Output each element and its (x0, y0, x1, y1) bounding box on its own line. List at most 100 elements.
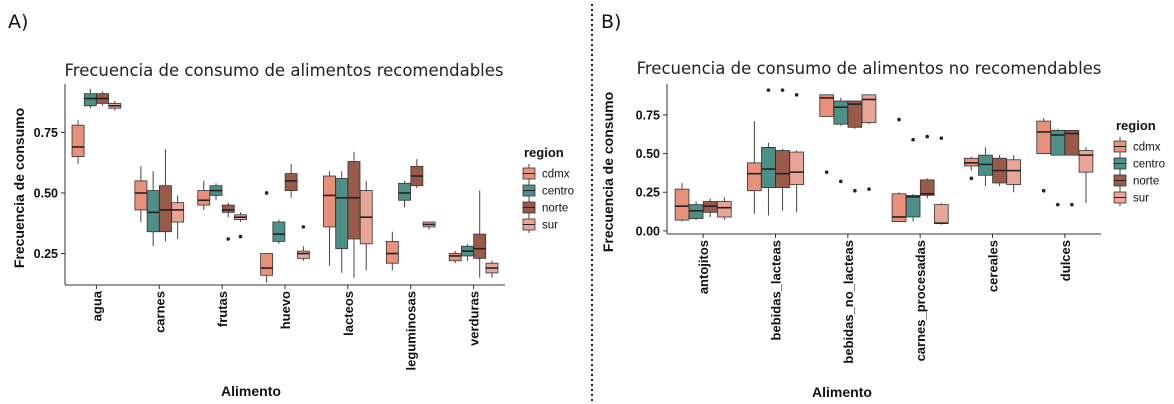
outlier-point (301, 225, 306, 229)
legend-label: sur (1133, 193, 1149, 205)
legend-title-b: region (1116, 118, 1156, 133)
x-tick-label: huevo (278, 291, 293, 329)
box-iqr (717, 201, 732, 218)
panel-label-b: B) (601, 11, 621, 33)
box-sur-carnes (171, 195, 185, 239)
box-sur-huevo (296, 225, 310, 261)
box-sur-antojitos (717, 196, 732, 221)
chart-panel-b: Frecuencia de consumo de alimentos no re… (600, 59, 1165, 400)
outlier-point (766, 88, 771, 92)
box-iqr (296, 250, 310, 259)
outlier-point (911, 137, 915, 142)
box-iqr (171, 202, 185, 223)
box-norte-carnes (159, 149, 172, 242)
y-tick-label: 0.50 (34, 186, 58, 200)
box-iqr (347, 161, 361, 240)
x-tick-label: agua (89, 290, 104, 321)
box-norte-verduras (473, 190, 487, 278)
box-centro-dulces (1050, 128, 1066, 207)
box-sur-frutas (234, 212, 247, 239)
outlier-point (1041, 188, 1046, 193)
legend-item-cdmx: cdmx (1113, 137, 1161, 155)
box-centro-carnes (146, 171, 160, 247)
box-centro-huevo (272, 219, 286, 244)
chart-title-a: Frecuencia de consumo de alimentos recom… (64, 61, 503, 80)
outlier-point (226, 237, 231, 241)
outlier-point (264, 191, 269, 195)
box-centro-verduras (461, 243, 474, 261)
box-iqr (159, 185, 172, 233)
box-iqr (323, 175, 336, 228)
x-ticks-a: agua carnes frutas huevo lacteos leguminosas v… (89, 285, 482, 370)
box-norte-bebidas_no_lacteas (847, 100, 863, 193)
x-tick-label: bebidas_lacteas (769, 240, 784, 340)
boxes-a (71, 88, 499, 283)
box-cdmx-carnes_procesadas (891, 117, 907, 223)
box-sur-leguminosas (422, 221, 436, 230)
box-iqr (134, 180, 148, 211)
x-axis-label-a: Alimento (221, 383, 281, 399)
legend-items-a: cdmx centro norte sur (522, 164, 574, 233)
box-cdmx-leguminosas (385, 231, 399, 271)
legend-label: centro (542, 186, 574, 198)
outlier-point (824, 170, 829, 174)
legend-label: cdmx (1133, 142, 1161, 154)
box-centro-leguminosas (398, 180, 411, 208)
box-cdmx-antojitos (674, 182, 690, 222)
box-cdmx-agua (71, 120, 85, 164)
box-iqr (197, 190, 211, 206)
outlier-point (867, 187, 871, 191)
box-cdmx-bebidas_lacteas (747, 121, 762, 214)
box-centro-lacteos (335, 171, 349, 273)
box-cdmx-carnes (134, 166, 148, 223)
box-iqr (398, 182, 411, 201)
legend-label: cdmx (542, 169, 570, 181)
x-axis-label-b: Alimento (812, 384, 872, 400)
box-iqr (335, 178, 349, 250)
box-iqr (934, 204, 949, 224)
outlier-point (1070, 202, 1074, 207)
box-iqr (284, 173, 298, 191)
legend-item-centro: centro (522, 181, 574, 199)
box-norte-huevo (284, 163, 298, 198)
x-tick-label: lacteos (341, 291, 356, 336)
x-tick-label: dulces (1058, 240, 1073, 281)
box-norte-carnes_procesadas (919, 134, 935, 199)
legend-item-norte: norte (1113, 171, 1159, 189)
box-iqr (272, 221, 286, 242)
box-iqr (674, 188, 690, 221)
box-norte-dulces (1064, 129, 1080, 207)
outlier-point (897, 117, 901, 122)
legend-label: sur (542, 220, 558, 232)
chart-panel-a: Frecuencia de consumo de alimentos recom… (11, 61, 574, 399)
box-iqr (385, 241, 399, 264)
box-centro-agua (83, 88, 97, 109)
box-centro-antojitos (688, 201, 704, 221)
outlier-point (939, 136, 944, 140)
box-iqr (221, 204, 235, 213)
box-norte-cereales (992, 155, 1007, 187)
x-ticks-b: antojitos bebidas_lacteas bebidas_no_lacte… (696, 234, 1073, 364)
y-tick-label: 0.75 (636, 108, 660, 122)
x-tick-label: bebidas_no_lacteas (841, 240, 856, 364)
legend-item-norte: norte (522, 198, 568, 216)
boxes-b (674, 88, 1094, 225)
box-sur-cereales (1006, 155, 1021, 193)
y-ticks-b: 0.00 0.25 0.50 0.75 (636, 108, 667, 238)
outlier-point (969, 176, 974, 181)
box-sur-verduras (485, 260, 499, 278)
box-cdmx-frutas (197, 180, 211, 210)
x-tick-label: cereales (986, 240, 1001, 292)
box-norte-frutas (221, 202, 235, 241)
box-sur-agua (108, 100, 122, 111)
y-tick-label: 0.25 (636, 186, 660, 200)
box-cdmx-lacteos (323, 171, 336, 266)
legend-label: norte (542, 203, 568, 215)
legend-item-cdmx: cdmx (522, 164, 570, 182)
y-axis-label-b: Frecuencia de consumo (600, 92, 616, 252)
legend-item-sur: sur (1113, 188, 1149, 206)
box-sur-lacteos (359, 180, 373, 271)
box-centro-cereales (978, 147, 993, 187)
box-iqr (919, 179, 935, 196)
